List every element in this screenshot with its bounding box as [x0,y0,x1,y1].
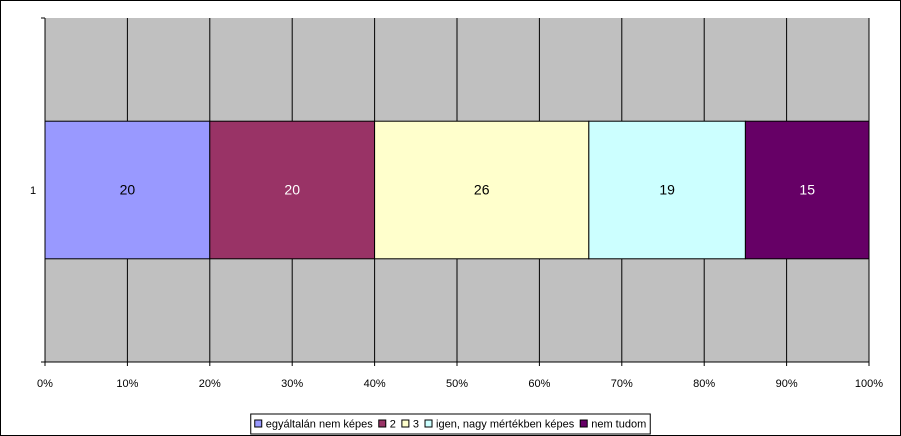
data-label: 20 [284,182,300,198]
data-label: 20 [120,182,136,198]
data-label: 26 [474,182,490,198]
legend-swatch [401,419,410,428]
legend-swatch [378,419,387,428]
legend-label: egyáltalán nem képes [266,418,374,430]
x-tick-label: 80% [693,378,715,390]
data-label: 19 [659,182,675,198]
legend-swatch [254,419,263,428]
data-label: 15 [799,182,815,198]
bar-segment [44,120,211,260]
legend-swatch [579,419,588,428]
x-tick-label: 30% [281,378,303,390]
x-tick-label: 60% [528,378,550,390]
bar-segment [744,120,870,260]
x-tick-label: 90% [776,378,798,390]
x-tick-label: 20% [199,378,221,390]
legend-swatch [424,419,433,428]
bar-segment [209,120,376,260]
legend-label: igen, nagy mértékben képes [436,418,575,430]
x-tick-label: 50% [446,378,468,390]
x-tick-label: 10% [116,378,138,390]
legend-label: 3 [413,418,419,430]
legend [250,413,651,435]
legend-label: nem tudom [591,418,646,430]
x-tick-label: 70% [611,378,633,390]
bar-segment [588,120,746,260]
x-tick-label: 0% [37,378,53,390]
x-tick-label: 40% [364,378,386,390]
bar-segment [374,120,590,260]
legend-label: 2 [390,418,396,430]
y-tick-label: 1 [30,185,36,197]
x-tick-label: 100% [855,378,883,390]
